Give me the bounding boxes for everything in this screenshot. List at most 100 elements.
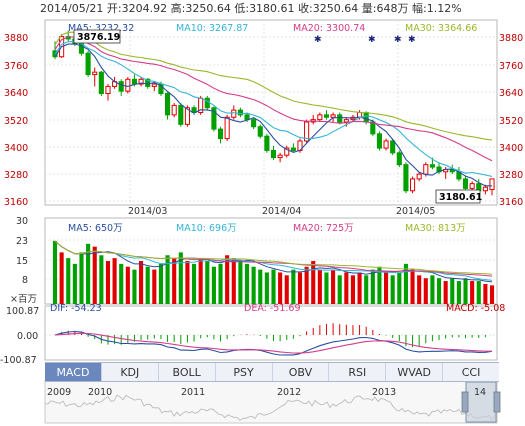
price-tick-right-5: 3400 <box>499 143 523 154</box>
volume-bar <box>271 269 276 304</box>
volume-ma30-line <box>54 240 493 275</box>
volume-bar <box>311 261 316 304</box>
candle-body <box>184 107 190 125</box>
volume-bar <box>139 261 144 304</box>
candle-body <box>138 78 144 85</box>
ma5-line <box>54 43 492 187</box>
event-marker-icons[interactable]: ✱ ✱ ✱ ✱ <box>314 35 416 45</box>
price-tick-right-7: 3160 <box>499 197 523 208</box>
price-tick-6: 3280 <box>4 170 28 181</box>
candle-body <box>85 52 91 76</box>
volume-bar <box>244 263 250 304</box>
star-marker-icon[interactable]: ✱ <box>394 35 402 45</box>
volume-bar <box>463 278 468 304</box>
price-tick-4: 3520 <box>4 116 28 127</box>
tab-wvad[interactable]: WVAD <box>385 363 442 381</box>
macd-tick-2: 0.00 <box>17 331 38 342</box>
volume-bar <box>172 258 177 304</box>
volume-bar <box>297 272 303 304</box>
price-tick-1: 3880 <box>4 33 28 44</box>
volume-bar <box>483 283 488 304</box>
star-marker-icon[interactable]: ✱ <box>314 35 322 45</box>
vol-ma20-label: MA20: 725万 <box>293 223 354 234</box>
candle-body <box>323 114 330 118</box>
tab-rsi[interactable]: RSI <box>328 363 385 381</box>
tab-kdj[interactable]: KDJ <box>100 363 158 381</box>
volume-bar <box>397 272 402 304</box>
candle-body <box>489 178 495 191</box>
year-label-2014: 14 <box>474 387 486 398</box>
volume-bar <box>344 272 349 304</box>
volume-bar <box>86 243 91 304</box>
volume-bar <box>476 281 481 304</box>
volume-bar <box>158 263 163 304</box>
tab-cci[interactable]: CCI <box>442 363 499 381</box>
ma10-line <box>54 41 493 177</box>
tab-boll[interactable]: BOLL <box>157 363 215 381</box>
year-label-2010: 2010 <box>88 387 112 398</box>
volume-bar <box>384 272 389 304</box>
candle-body <box>171 104 177 116</box>
candle-body <box>376 133 382 149</box>
dea-line <box>54 332 492 354</box>
candle-body <box>217 128 224 140</box>
high-value: 3250.64 <box>185 2 231 15</box>
tab-macd[interactable]: MACD <box>45 363 101 381</box>
candle-body <box>165 93 171 116</box>
candle-body <box>178 104 184 125</box>
candle-body <box>357 112 363 118</box>
timeline-navigator[interactable] <box>44 380 501 424</box>
price-tick-3: 3640 <box>4 88 28 99</box>
volume-bar <box>489 285 495 304</box>
low-callout-text: 3180.61 <box>439 192 482 203</box>
star-marker-icon[interactable]: ✱ <box>408 35 416 45</box>
candle-body <box>482 186 488 192</box>
candle-body <box>231 109 237 118</box>
volume-bar <box>165 255 170 304</box>
volume-bar <box>205 261 210 304</box>
quote-header: 2014/05/21 开:3204.92 高:3250.64 低:3180.61… <box>40 0 462 16</box>
candle-body <box>337 114 343 123</box>
timeline-overview-line <box>44 394 496 421</box>
tab-psy[interactable]: PSY <box>214 363 272 381</box>
star-marker-icon[interactable]: ✱ <box>368 35 376 45</box>
volume-bar <box>304 266 309 304</box>
volume-bar <box>211 266 216 304</box>
vol-ma30-label: MA30: 813万 <box>405 223 466 234</box>
volume-bar <box>231 258 236 304</box>
volume-bar <box>152 269 157 304</box>
macd-plot <box>54 323 493 356</box>
volume-bar <box>59 252 64 304</box>
volume-unit: ×百万 <box>10 294 37 305</box>
volume-label: 量: <box>361 2 377 15</box>
volume-bar <box>119 263 124 304</box>
volume-bar <box>370 269 375 304</box>
ma20-line <box>54 36 493 162</box>
volume-bar <box>105 261 111 304</box>
volume-bar <box>337 275 342 304</box>
candle-body <box>118 81 124 92</box>
volume-bar <box>450 278 455 304</box>
volume-bar <box>191 263 197 304</box>
dif-label: DIF: -54.23 <box>50 303 102 314</box>
volume-bar <box>284 275 289 304</box>
volume-bar <box>456 281 461 304</box>
date-tick-2: 2014/04 <box>262 206 301 217</box>
candle-body <box>270 149 277 159</box>
macd-value-label: MACD: -5.08 <box>446 303 505 314</box>
candle-body <box>370 121 376 135</box>
ma10-label: MA10: 3267.87 <box>176 23 248 34</box>
volume-bar <box>317 269 322 304</box>
indicator-tabs: MACD KDJ BOLL PSY OBV RSI WVAD CCI <box>45 362 499 382</box>
volume-tick-4: 8 <box>22 275 28 286</box>
volume-bar <box>436 278 442 304</box>
high-callout-text: 3876.19 <box>77 32 120 43</box>
volume-bar <box>132 269 137 304</box>
candle-body <box>277 154 283 159</box>
price-tick-right-1: 3880 <box>499 33 523 44</box>
candle-body <box>383 140 389 149</box>
volume-bar <box>52 240 58 304</box>
candle-body <box>409 178 416 192</box>
tab-obv[interactable]: OBV <box>271 363 329 381</box>
